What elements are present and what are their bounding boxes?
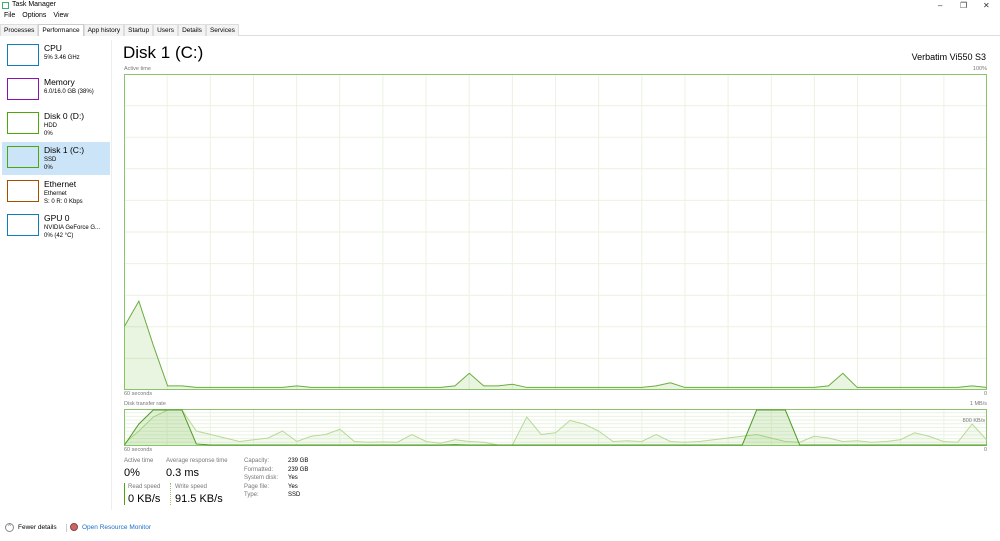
property-value: Yes [288,475,298,481]
tab-startup[interactable]: Startup [124,24,154,36]
thumbnail-graph [7,112,39,134]
item-name: Memory [44,77,75,87]
divider [111,40,112,510]
menu-view[interactable]: View [53,12,69,19]
item-name: Disk 1 (C:) [44,145,85,155]
write-speed-value: 91.5 KB/s [175,493,223,505]
item-name: CPU [44,43,62,53]
thumbnail-graph [7,180,39,202]
property-label: Type: [244,492,259,498]
tab-app-history[interactable]: App history [83,24,125,36]
item-detail: NVIDIA GeForce G... [44,225,101,231]
property-value: SSD [288,492,301,498]
close-button[interactable]: ✕ [983,1,990,10]
property-value: Yes [288,483,298,490]
property-label: Page file: [244,483,270,490]
tab-details[interactable]: Details [178,24,206,36]
transfer-rate-min: 0 [983,447,987,453]
task-manager-icon [2,2,9,9]
tab-services[interactable]: Services [205,24,239,36]
active-time-stat: 0% [124,467,140,479]
item-detail: 6.0/16.0 GB (38%) [44,89,94,95]
property-value: 239 GB [288,466,309,473]
item-name: Disk 0 (D:) [44,111,85,121]
item-detail-2: S: 0 R: 0 Kbps [44,199,83,205]
menu-options[interactable]: Options [22,12,47,19]
thumbnail-graph [7,146,39,168]
property-row: Type: SSD [244,492,300,501]
response-time-label: Average response time [166,458,228,464]
active-time-label: Active time [124,66,151,72]
read-legend-line [124,483,125,505]
resource-monitor-icon [70,523,78,531]
disk-model: Verbatim Vi550 S3 [911,52,986,62]
read-speed-line [124,409,987,446]
write-speed-label: Write speed [175,484,207,490]
menu-bar: File Options View [0,12,71,22]
property-row: Capacity: 239 GB [244,458,308,467]
tab-users[interactable]: Users [153,24,179,36]
write-legend-line [170,483,171,505]
property-value: 239 GB [288,458,309,464]
sidebar-item-disk-1-c[interactable]: Disk 1 (C:) SSD 0% [2,142,110,175]
thumbnail-graph [7,214,39,236]
item-detail-2: 0% [44,131,53,137]
response-time-value: 0.3 ms [166,467,200,479]
minimize-button[interactable]: – [938,1,943,10]
property-label: Capacity: [244,458,270,464]
active-time-line [124,299,987,388]
item-detail: Ethernet [44,191,67,197]
thumbnail-graph [7,78,39,100]
item-name: Ethernet [44,179,77,189]
property-label: Formatted: [244,466,274,473]
tab-bar: Processes Performance App history Startu… [0,24,1000,36]
item-detail-2: 0% [44,165,53,171]
window-title: Task Manager [12,1,56,8]
thumbnail-graph [7,44,39,66]
active-time-min: 0 [983,391,987,397]
write-speed-line [124,409,987,446]
item-detail: SSD [44,157,57,163]
property-row: Page file: Yes [244,483,298,493]
menu-file[interactable]: File [4,12,16,19]
item-name: GPU 0 [44,213,70,223]
sidebar-item-disk-0-d[interactable]: Disk 0 (D:) HDD 0% [2,108,110,141]
write-speed-area [124,410,987,445]
read-speed-value: 0 KB/s [128,493,161,505]
item-detail: HDD [44,123,57,129]
property-row: Formatted: 239 GB [244,466,308,476]
active-time-stat-label: Active time [124,458,154,464]
chevron-up-icon[interactable]: ^ [5,523,14,532]
transfer-rate-span: 60 seconds [124,447,153,453]
sidebar-item-ethernet[interactable]: Ethernet Ethernet S: 0 R: 0 Kbps [2,176,110,209]
open-resource-monitor-link[interactable]: Open Resource Monitor [82,524,152,531]
disk-properties: Capacity: 239 GB Formatted: 239 GB System di… [244,458,308,501]
active-time-max: 100% [972,66,987,72]
active-time-span: 60 seconds [124,391,153,397]
sidebar-item-gpu-0[interactable]: GPU 0 NVIDIA GeForce G... 0% (42 °C) [2,210,110,243]
tab-performance[interactable]: Performance [38,24,84,36]
item-detail-2: 0% (42 °C) [44,233,74,239]
transfer-rate-label: Disk transfer rate [124,401,166,407]
fewer-details-button[interactable]: Fewer details [18,524,57,531]
read-speed-area [124,410,987,445]
property-label: System disk: [244,475,279,481]
item-detail: 5% 3.46 GHz [44,55,80,61]
property-row: System disk: Yes [244,475,298,484]
sidebar: CPU 5% 3.46 GHz Memory 6.0/16.0 GB (38%)… [0,40,110,244]
restore-button[interactable]: ❐ [960,1,968,10]
sidebar-item-cpu[interactable]: CPU 5% 3.46 GHz [2,40,110,73]
divider [66,524,67,532]
title-bar: Task Manager – ❐ ✕ [0,0,1000,11]
active-time-chart [124,74,987,390]
transfer-rate-mid: 800 KB/s [962,418,985,424]
transfer-rate-chart [124,409,987,446]
page-title: Disk 1 (C:) [123,43,204,62]
transfer-rate-max: 1 MB/s [969,401,987,407]
sidebar-item-memory[interactable]: Memory 6.0/16.0 GB (38%) [2,74,110,107]
tab-processes[interactable]: Processes [0,24,39,36]
read-speed-label: Read speed [128,484,161,490]
